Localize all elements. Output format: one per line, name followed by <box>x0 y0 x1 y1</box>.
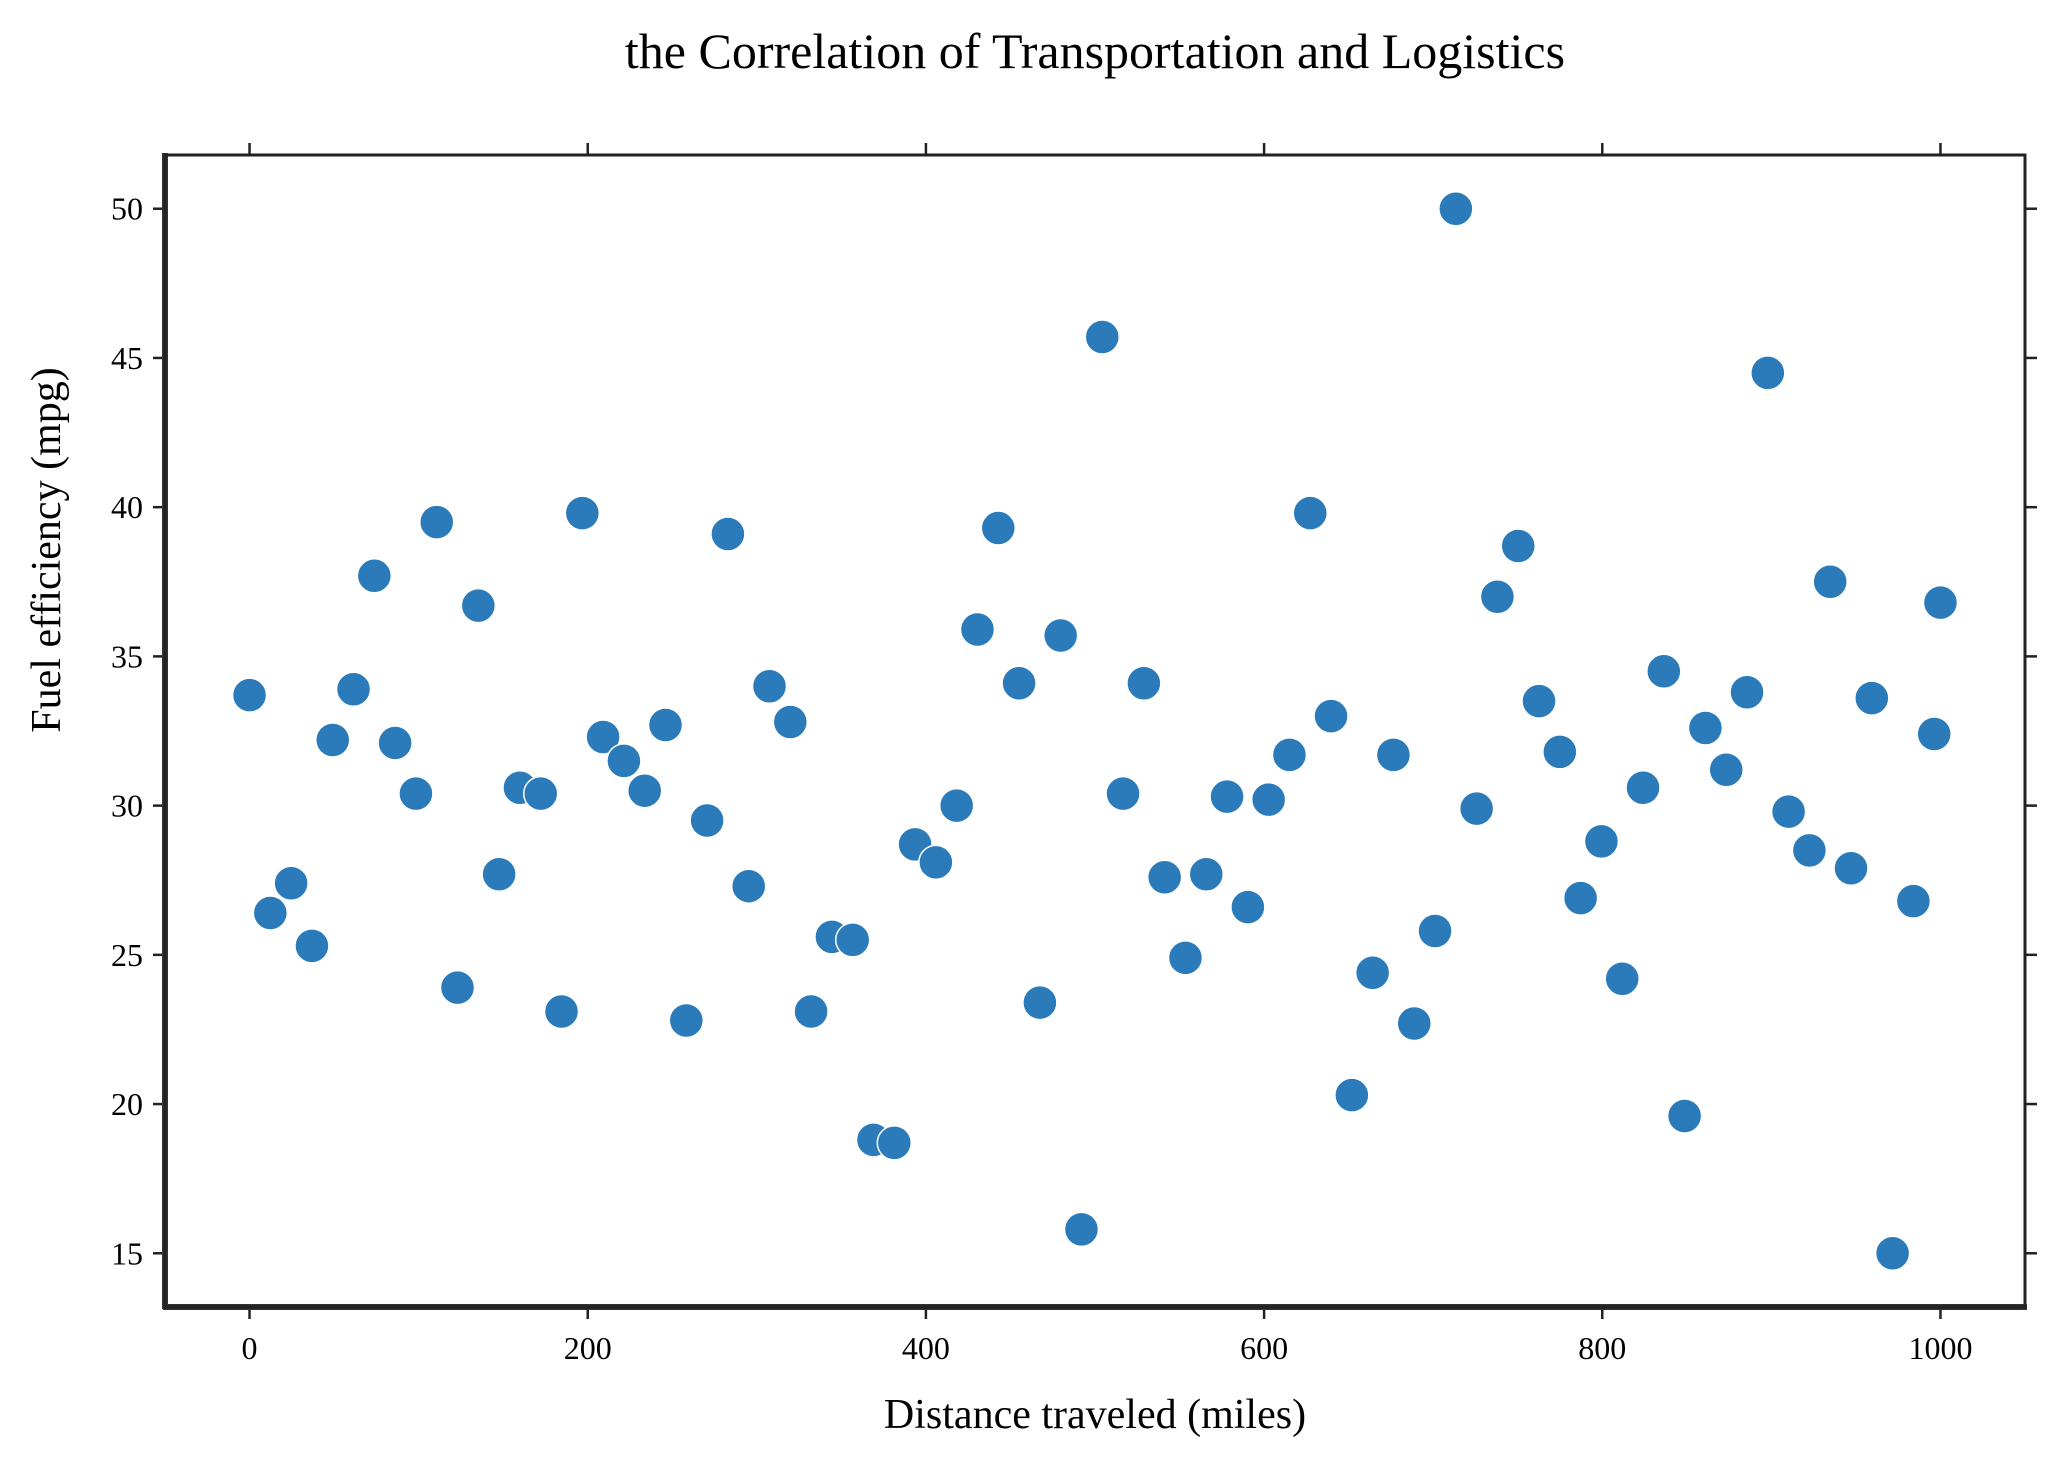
data-point <box>1418 914 1452 948</box>
data-point <box>253 896 287 930</box>
data-point <box>1855 681 1889 715</box>
data-point <box>836 923 870 957</box>
data-point <box>524 777 558 811</box>
data-point <box>1813 565 1847 599</box>
y-tick-label: 20 <box>111 1086 143 1122</box>
data-point <box>1688 711 1722 745</box>
x-tick-label: 200 <box>564 1330 612 1366</box>
data-point <box>1564 881 1598 915</box>
y-tick-label: 45 <box>111 340 143 376</box>
x-tick-label: 600 <box>1240 1330 1288 1366</box>
data-point <box>441 971 475 1005</box>
data-point <box>960 613 994 647</box>
data-point <box>1792 833 1826 867</box>
data-point <box>1730 675 1764 709</box>
data-point <box>1335 1078 1369 1112</box>
y-axis-label: Fuel efficiency (mpg) <box>24 367 70 732</box>
data-point <box>545 995 579 1029</box>
y-tick-label: 50 <box>111 191 143 227</box>
data-point <box>1522 684 1556 718</box>
data-point <box>1293 496 1327 530</box>
data-point <box>461 589 495 623</box>
data-point <box>1189 857 1223 891</box>
data-point <box>274 866 308 900</box>
data-point <box>940 789 974 823</box>
data-point <box>1106 777 1140 811</box>
data-point <box>1543 735 1577 769</box>
data-point <box>1272 738 1306 772</box>
y-tick-label: 15 <box>111 1235 143 1271</box>
data-point <box>399 777 433 811</box>
data-point <box>1626 771 1660 805</box>
data-point <box>690 804 724 838</box>
data-point <box>233 678 267 712</box>
data-point <box>1439 192 1473 226</box>
data-point <box>1751 356 1785 390</box>
data-point <box>607 744 641 778</box>
data-point <box>1023 986 1057 1020</box>
data-point <box>1460 792 1494 826</box>
y-tick-label: 35 <box>111 638 143 674</box>
data-point <box>1501 529 1535 563</box>
data-point <box>1584 824 1618 858</box>
data-point <box>1148 860 1182 894</box>
x-tick-label: 1000 <box>1908 1330 1972 1366</box>
x-tick-label: 0 <box>242 1330 258 1366</box>
data-point <box>1044 618 1078 652</box>
data-point <box>628 774 662 808</box>
data-point <box>1085 320 1119 354</box>
data-point <box>565 496 599 530</box>
data-point <box>711 517 745 551</box>
data-point <box>753 669 787 703</box>
data-point <box>981 511 1015 545</box>
data-point <box>732 869 766 903</box>
data-point <box>1314 699 1348 733</box>
data-point <box>1210 780 1244 814</box>
data-point <box>420 505 454 539</box>
data-point <box>1376 738 1410 772</box>
x-tick-label: 400 <box>902 1330 950 1366</box>
data-point <box>1896 884 1930 918</box>
chart-title: the Correlation of Transportation and Lo… <box>625 23 1565 79</box>
data-point <box>316 723 350 757</box>
data-point <box>1605 962 1639 996</box>
x-tick-label: 800 <box>1578 1330 1626 1366</box>
y-tick-label: 25 <box>111 937 143 973</box>
data-point <box>1917 717 1951 751</box>
data-point <box>378 726 412 760</box>
data-point <box>794 995 828 1029</box>
data-point <box>1834 851 1868 885</box>
data-point <box>1709 753 1743 787</box>
y-tick-label: 40 <box>111 489 143 525</box>
data-point <box>1252 783 1286 817</box>
data-point <box>1168 941 1202 975</box>
data-point <box>1064 1212 1098 1246</box>
data-point <box>669 1003 703 1037</box>
y-tick-label: 30 <box>111 788 143 824</box>
data-points <box>233 192 1958 1271</box>
data-point <box>1876 1236 1910 1270</box>
data-point <box>1397 1006 1431 1040</box>
data-point <box>1923 586 1957 620</box>
data-point <box>357 559 391 593</box>
data-point <box>1772 795 1806 829</box>
data-point <box>295 929 329 963</box>
data-point <box>919 845 953 879</box>
data-point <box>1647 654 1681 688</box>
data-point <box>1668 1099 1702 1133</box>
data-point <box>1356 956 1390 990</box>
data-point <box>649 708 683 742</box>
data-point <box>773 705 807 739</box>
data-point <box>337 672 371 706</box>
data-point <box>877 1126 911 1160</box>
data-point <box>1480 580 1514 614</box>
data-point <box>1231 890 1265 924</box>
x-axis-label: Distance traveled (miles) <box>884 1392 1306 1438</box>
data-point <box>482 857 516 891</box>
data-point <box>1127 666 1161 700</box>
data-point <box>1002 666 1036 700</box>
